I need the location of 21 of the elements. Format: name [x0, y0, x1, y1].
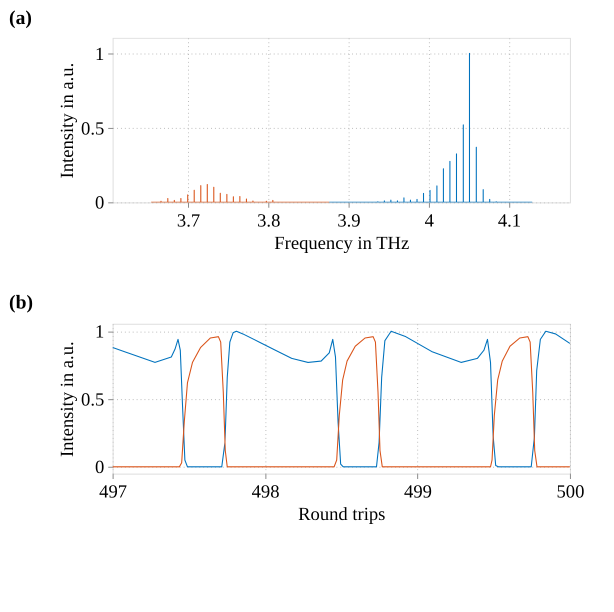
x-tick-label: 4.1	[498, 210, 522, 232]
y-tick-label: 0	[94, 192, 104, 214]
x-axis-title: Round trips	[298, 504, 386, 526]
x-tick-label: 500	[556, 482, 584, 503]
y-axis-title: Intensity in a.u.	[57, 62, 78, 178]
y-tick-label: 0	[94, 457, 104, 478]
chart-title: (a)	[9, 8, 32, 30]
y-axis-title: Intensity in a.u.	[57, 341, 78, 458]
y-tick-label: 1	[94, 44, 104, 65]
x-tick-label: 4	[424, 210, 434, 232]
y-tick-label: 1	[94, 322, 104, 343]
x-axis-title: Frequency in THz	[274, 232, 410, 254]
x-tick-label: 499	[404, 482, 432, 503]
x-tick-label: 3.7	[176, 210, 200, 232]
x-tick-label: 497	[99, 482, 128, 503]
y-tick-label: 0.5	[81, 118, 104, 140]
x-tick-label: 498	[252, 482, 280, 503]
chart-title: (b)	[9, 292, 33, 314]
x-tick-label: 3.9	[337, 210, 361, 232]
x-tick-label: 3.8	[257, 210, 280, 232]
y-tick-label: 0.5	[81, 389, 104, 410]
